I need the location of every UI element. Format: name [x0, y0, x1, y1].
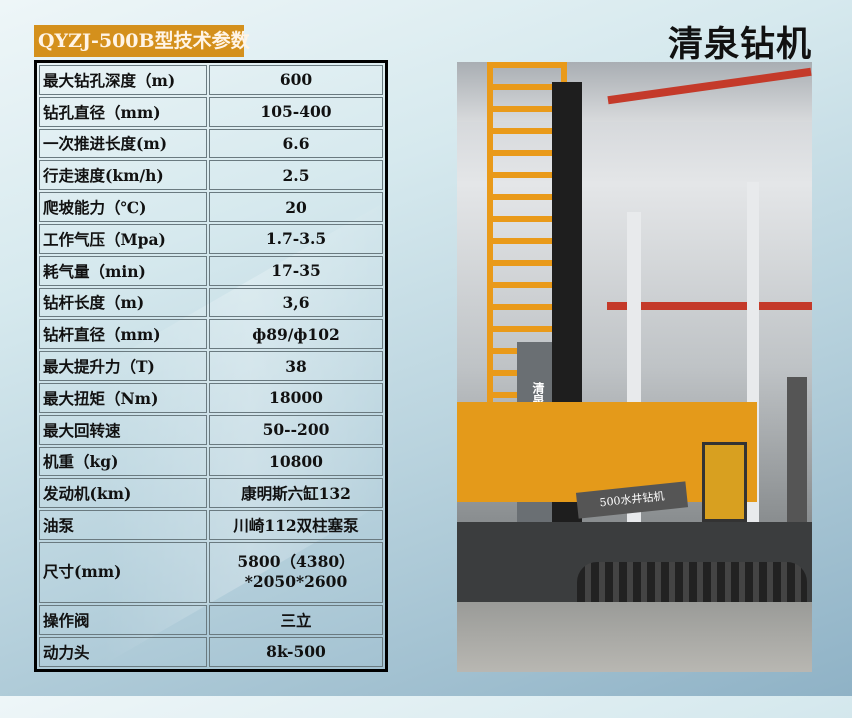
- spec-row: 钻杆直径（mm) ф89/ф102: [39, 319, 383, 350]
- spec-row: 尺寸(mm) 5800（4380） *2050*2600: [39, 541, 383, 603]
- spec-value: 6.6: [209, 128, 383, 159]
- spec-label: 钻杆长度（m): [39, 287, 207, 318]
- spec-label: 尺寸(mm): [39, 541, 207, 603]
- spec-value: ф89/ф102: [209, 319, 383, 350]
- spec-value: 20: [209, 192, 383, 222]
- spec-value: 50--200: [209, 414, 383, 445]
- brand-title: 清泉钻机: [668, 24, 813, 65]
- spec-row: 机重（kg) 10800: [39, 446, 383, 477]
- spec-label: 机重（kg): [39, 446, 207, 477]
- spec-value: 1.7-3.5: [209, 223, 383, 254]
- spec-row: 爬坡能力（℃) 20: [39, 192, 383, 222]
- spec-table: 最大钻孔深度（m) 600 钻孔直径（mm) 105-400 一次推进长度(m) 6.6 行…: [34, 60, 388, 672]
- spec-row: 动力头 8k-500: [39, 636, 383, 667]
- spec-label: 行走速度(km/h): [39, 160, 207, 191]
- spec-value: 3,6: [209, 287, 383, 318]
- spec-label: 钻杆直径（mm): [39, 319, 207, 350]
- spec-label: 油泵: [39, 510, 207, 540]
- spec-row: 工作气压（Mpa) 1.7-3.5: [39, 223, 383, 254]
- spec-row: 钻孔直径（mm) 105-400: [39, 96, 383, 127]
- spec-value: 三立: [209, 604, 383, 635]
- spec-label: 最大钻孔深度（m): [39, 65, 207, 95]
- spec-value-line: *2050*2600: [244, 572, 348, 592]
- spec-row: 行走速度(km/h) 2.5: [39, 160, 383, 191]
- model-badge: QYZJ-500B型技术参数: [34, 25, 250, 57]
- spec-value: 2.5: [209, 160, 383, 191]
- spec-row: 油泵 川崎112双柱塞泵: [39, 510, 383, 540]
- spec-label: 最大提升力（T): [39, 351, 207, 381]
- spec-label: 一次推进长度(m): [39, 128, 207, 159]
- spec-label: 发动机(km): [39, 478, 207, 509]
- spec-label: 最大扭矩（Nm): [39, 382, 207, 413]
- spec-value: 10800: [209, 446, 383, 477]
- spec-row: 发动机(km) 康明斯六缸132: [39, 478, 383, 509]
- spec-row: 最大提升力（T) 38: [39, 351, 383, 381]
- spec-row: 钻杆长度（m) 3,6: [39, 287, 383, 318]
- spec-row: 最大钻孔深度（m) 600: [39, 65, 383, 95]
- spec-value: 康明斯六缸132: [209, 478, 383, 509]
- spec-value: 38: [209, 351, 383, 381]
- spec-label: 动力头: [39, 636, 207, 667]
- spec-row: 一次推进长度(m) 6.6: [39, 128, 383, 159]
- spec-value: 5800（4380） *2050*2600: [209, 541, 383, 603]
- spec-value-line: 5800（4380）: [237, 552, 355, 572]
- spec-row: 操作阀 三立: [39, 604, 383, 635]
- spec-row: 耗气量（min) 17-35: [39, 255, 383, 286]
- spec-label: 耗气量（min): [39, 255, 207, 286]
- spec-row: 最大回转速 50--200: [39, 414, 383, 445]
- spec-value: 600: [209, 65, 383, 95]
- spec-label: 最大回转速: [39, 414, 207, 445]
- spec-value: 川崎112双柱塞泵: [209, 510, 383, 540]
- spec-label: 操作阀: [39, 604, 207, 635]
- spec-value: 105-400: [209, 96, 383, 127]
- spec-label: 工作气压（Mpa): [39, 223, 207, 254]
- spec-value: 17-35: [209, 255, 383, 286]
- spec-row: 最大扭矩（Nm) 18000: [39, 382, 383, 413]
- spec-label: 爬坡能力（℃): [39, 192, 207, 222]
- drill-rig-photo: 清泉钻机 500水井钻机: [457, 62, 812, 672]
- spec-label: 钻孔直径（mm): [39, 96, 207, 127]
- spec-value: 18000: [209, 382, 383, 413]
- spec-value: 8k-500: [209, 636, 383, 667]
